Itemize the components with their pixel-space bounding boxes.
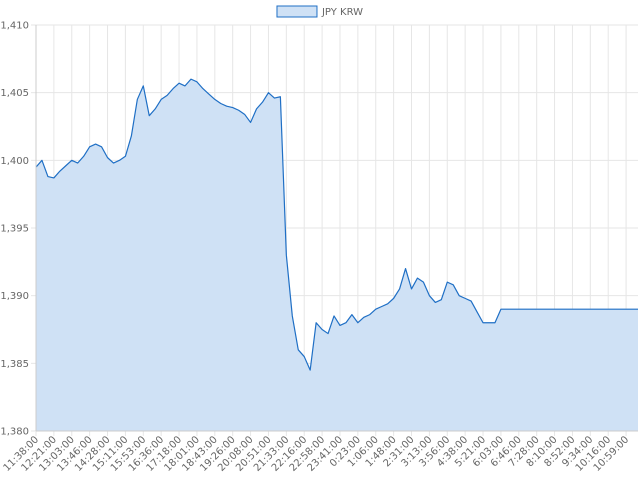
y-tick-label: 1,390 xyxy=(0,291,29,302)
area xyxy=(36,79,638,431)
y-tick-label: 1,400 xyxy=(0,156,29,167)
legend-swatch xyxy=(276,5,318,18)
y-tick-label: 1,405 xyxy=(0,88,29,99)
line xyxy=(35,78,638,371)
y-tick-label: 1,380 xyxy=(0,427,29,438)
y-tick-label: 1,410 xyxy=(0,21,29,32)
legend-item: JPY KRW xyxy=(276,5,363,18)
y-tick-label: 1,385 xyxy=(0,359,29,370)
y-tick-label: 1,395 xyxy=(0,224,29,235)
legend-label: JPY KRW xyxy=(321,7,363,18)
